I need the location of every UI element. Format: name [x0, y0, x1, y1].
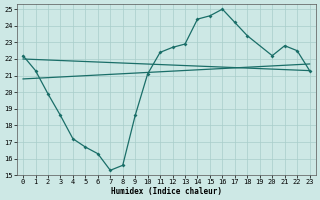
- X-axis label: Humidex (Indice chaleur): Humidex (Indice chaleur): [111, 187, 222, 196]
